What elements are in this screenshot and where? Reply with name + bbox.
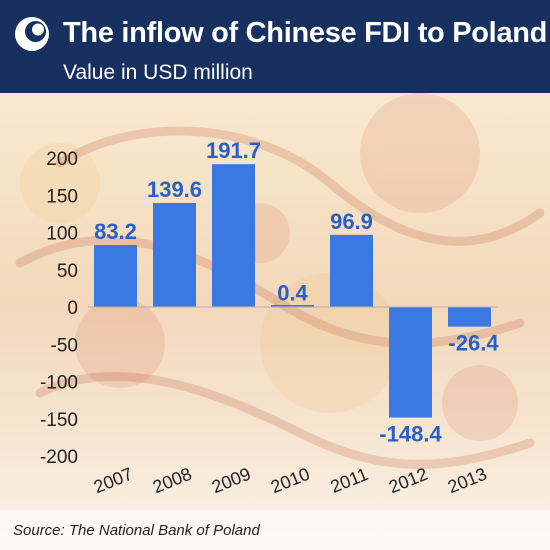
bar <box>389 307 432 418</box>
bar <box>212 164 255 307</box>
x-tick-label: 2011 <box>328 464 371 497</box>
bar <box>153 202 196 307</box>
bar-value-label: 96.9 <box>330 209 373 234</box>
x-tick-label: 2007 <box>91 464 136 498</box>
x-tick-label: 2013 <box>445 464 490 498</box>
bar <box>330 234 373 307</box>
x-tick-label: 2010 <box>268 464 313 498</box>
bar-value-label: 0.4 <box>277 281 308 306</box>
bar-value-label: -148.4 <box>379 422 442 447</box>
chart-title: The inflow of Chinese FDI to Poland <box>63 17 548 49</box>
x-tick-label: 2012 <box>386 464 431 498</box>
dragon-background-art <box>15 93 545 469</box>
y-tick-label: 0 <box>67 298 78 319</box>
y-tick-label: -100 <box>40 373 78 394</box>
x-tick-label: 2008 <box>150 464 195 498</box>
footer-band <box>0 510 550 550</box>
y-tick-label: 50 <box>57 261 78 282</box>
y-tick-label: -150 <box>40 410 78 431</box>
bar-value-label: 191.7 <box>206 138 261 163</box>
crescent-logo-icon <box>15 17 49 51</box>
y-tick-label: 150 <box>46 186 78 207</box>
header-banner: The inflow of Chinese FDI to Poland Valu… <box>0 0 550 93</box>
bar <box>271 305 314 307</box>
y-tick-label: 200 <box>46 149 78 170</box>
x-tick-label: 2009 <box>209 464 254 498</box>
y-tick-label: 100 <box>46 224 78 245</box>
bar-value-label: 139.6 <box>147 177 202 202</box>
chart-subtitle: Value in USD million <box>63 61 253 84</box>
bar <box>94 245 137 307</box>
y-tick-label: -50 <box>51 335 78 356</box>
bar <box>448 307 491 327</box>
bar-value-label: -26.4 <box>448 331 499 356</box>
bar-value-label: 83.2 <box>94 219 137 244</box>
y-tick-label: -200 <box>40 447 78 468</box>
source-note: Source: The National Bank of Poland <box>13 522 260 539</box>
